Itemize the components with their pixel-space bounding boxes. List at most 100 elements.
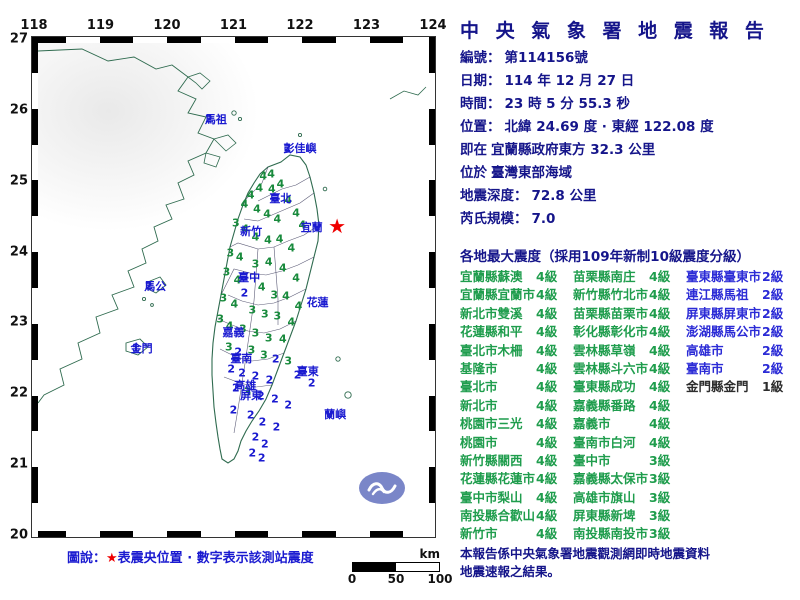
station-intensity-value: 2: [307, 376, 316, 390]
intensity-place: 嘉義縣番路: [573, 397, 636, 413]
station-intensity-value: 3: [260, 348, 268, 362]
scalebar-tick-label: 50: [387, 572, 405, 586]
frame-segment: [429, 503, 435, 537]
station-intensity-value: 2: [257, 451, 266, 465]
latitude-tick: 24: [9, 244, 28, 260]
intensity-place: 南投縣合歡山: [460, 508, 536, 524]
scalebar-bars: [352, 562, 440, 572]
station-intensity-value: 3: [273, 309, 282, 323]
station-intensity-value: 2: [240, 286, 249, 300]
longitude-tick: 123: [352, 18, 381, 33]
intensity-row: 屏東縣新埤 3級: [573, 507, 686, 525]
latitude-tick: 20: [9, 527, 28, 543]
intensity-row: 花蓮縣花蓮市 4級: [460, 470, 573, 488]
intensity-place: 臺北市: [460, 379, 498, 395]
station-intensity-value: 3: [219, 291, 228, 305]
latitude-tick: 23: [9, 314, 28, 330]
station-intensity-value: 2: [251, 430, 260, 444]
metadata-value: 72.8 公里: [531, 188, 597, 204]
intensity-row: 花蓮縣和平 4級: [460, 323, 573, 341]
intensity-place: 新北市: [460, 397, 498, 413]
intensity-row: 高雄市旗山 3級: [573, 489, 686, 507]
intensity-place: 嘉義縣太保市: [573, 471, 649, 487]
city-label: 宜蘭: [300, 221, 323, 235]
metadata-label: 即在: [460, 142, 487, 158]
latitude-tick: 21: [9, 456, 28, 472]
city-label: 蘭嶼: [324, 407, 347, 421]
intensity-row: 桃園市三光 4級: [460, 415, 573, 433]
station-intensity-value: 4: [253, 202, 261, 216]
station-intensity-value: 2: [234, 345, 243, 359]
metadata-row: 時間： 23 時 5 分 55.3 秒: [460, 93, 800, 116]
station-intensity-value: 1: [131, 341, 140, 355]
frame-segment: [403, 531, 435, 537]
metadata-label: 位於: [460, 165, 487, 181]
earthquake-metadata: 編號： 第114156號 日期： 114 年 12 月 27 日時間： 23 時 5 分…: [460, 47, 800, 231]
frame-segment: [200, 37, 235, 43]
intensity-column-1: 宜蘭縣蘇澳 4級 宜蘭縣宜蘭市 4級 新北市雙溪 4級 花蓮縣和平 4級 臺北市木柵 4級 基隆市 4…: [460, 268, 573, 544]
intensity-row: 金門縣金門 1級: [686, 378, 799, 396]
station-intensity-value: 3: [222, 265, 231, 279]
frame-segment: [32, 288, 38, 324]
intensity-row: 嘉義縣番路 4級: [573, 397, 686, 415]
intensity-row: 嘉義縣太保市 3級: [573, 470, 686, 488]
intensity-level: 3級: [649, 489, 671, 505]
legend-description: 表震央位置 · 數字表示該測站震度: [117, 551, 314, 566]
metadata-row: 即在 宜蘭縣政府東方 32.3 公里: [460, 139, 800, 162]
intensity-level: 3級: [649, 452, 671, 468]
intensity-level: 2級: [762, 305, 784, 321]
intensity-place: 高雄市旗山: [573, 489, 636, 505]
intensity-place: 彰化縣彰化市: [573, 324, 649, 340]
intensity-level: 4級: [536, 305, 558, 321]
station-intensity-value: 2: [257, 389, 265, 403]
frame-segment: [133, 531, 167, 537]
intensity-level: 4級: [536, 526, 558, 542]
metadata-label: 時間：: [460, 96, 501, 112]
station-intensity-value: 4: [298, 218, 307, 232]
intensity-level: 4級: [649, 269, 671, 284]
intensity-place: 苗栗縣苗栗市: [573, 305, 649, 321]
latitude-tick: 26: [9, 102, 28, 118]
intensity-row: 臺南市白河 4級: [573, 434, 686, 452]
intensity-row: 新竹市 4級: [460, 525, 573, 543]
intensity-level: 4級: [536, 397, 558, 413]
station-intensity-value: 4: [255, 181, 264, 195]
station-intensity-value: 4: [294, 299, 303, 313]
city-label: 臺南: [230, 351, 253, 365]
city-label: 花蓮: [306, 295, 329, 309]
metadata-label: 日期：: [460, 73, 501, 89]
metadata-value: 7.0: [531, 211, 556, 227]
intensity-section-heading: 各地最大震度（採用109年新制10級震度分級）: [460, 249, 750, 265]
station-intensity-value: 3: [270, 288, 278, 302]
station-intensity-value: 2: [272, 420, 281, 434]
legend-prefix: 圖說：: [67, 551, 107, 566]
intensity-place: 嘉義市: [573, 416, 611, 432]
intensity-row: 宜蘭縣宜蘭市 4級: [460, 286, 573, 304]
station-intensity-value: 3: [248, 303, 257, 317]
intensity-place: 桃園市三光: [460, 416, 523, 432]
station-intensity-value: 4: [287, 315, 296, 329]
frame-segment: [65, 37, 100, 43]
intensity-place: 雲林縣斗六市: [573, 360, 649, 376]
latitude-axis: 27 26 25 24 23 22 21 20: [0, 0, 30, 600]
intensity-level: 4級: [649, 416, 671, 432]
station-intensity-value: 2: [229, 403, 238, 417]
coastline-layer: [38, 48, 427, 464]
intensity-level: 1級: [762, 379, 784, 395]
station-intensity-value: 2: [283, 141, 292, 155]
intensity-level: 3級: [649, 471, 671, 487]
intensity-row: 臺中市梨山 4級: [460, 489, 573, 507]
metadata-value: 114 年 12 月 27 日: [504, 73, 635, 89]
intensity-row: 桃園市 4級: [460, 434, 573, 452]
intensity-place: 苗栗縣南庄: [573, 269, 636, 284]
frame-segment: [32, 216, 38, 253]
intensity-place: 花蓮縣和平: [460, 324, 523, 340]
frame-segment: [32, 72, 38, 109]
metadata-value: 北緯 24.69 度 · 東經 122.08 度: [504, 119, 714, 135]
frame-segment: [65, 531, 100, 537]
intensity-row: 雲林縣草嶺 4級: [573, 342, 686, 360]
intensity-level: 4級: [649, 434, 671, 450]
intensity-row: 新竹縣竹北市 4級: [573, 286, 686, 304]
